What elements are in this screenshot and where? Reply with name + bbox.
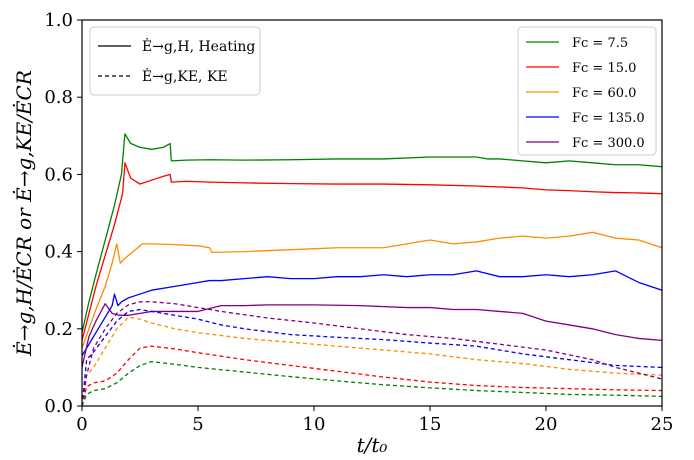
y-tick-label: 0.8 [44, 87, 73, 108]
y-axis-label: Ė→g,H/ĖCR or Ė→g,KE/ĖCR [12, 70, 36, 357]
y-tick-label: 0.0 [44, 396, 73, 417]
ticks-layer: 0 5 10 15 20 25 0.0 0.2 0.4 0.6 0.8 1.0 [44, 10, 673, 435]
style-legend-box [89, 26, 261, 96]
series-line-heating-0 [82, 133, 662, 333]
series-layer [82, 133, 662, 406]
color-legend-label: Fc = 15.0 [572, 61, 636, 76]
color-legend-label: Fc = 60.0 [572, 86, 636, 101]
color-legend-box [517, 26, 657, 156]
x-axis-label: t/t₀ [357, 433, 388, 457]
legend-heating-label: Ė→g,H, Heating [142, 37, 255, 55]
y-tick-label: 1.0 [44, 10, 73, 31]
series-line-heating-4 [82, 303, 662, 368]
x-tick-label: 25 [651, 414, 674, 435]
plot-area-frame [81, 19, 663, 407]
x-tick-label: 15 [419, 414, 442, 435]
x-tick-label: 20 [535, 414, 558, 435]
color-legend: Fc = 7.5 Fc = 15.0 Fc = 60.0 Fc = 135.0 Fc =… [517, 26, 657, 156]
series-line-ke-8 [82, 308, 662, 406]
series-line-heating-2 [82, 231, 662, 349]
series-line-ke-7 [82, 316, 662, 406]
y-tick-label: 0.6 [44, 164, 73, 185]
style-legend: Ė→g,H, Heating Ė→g,KE, KE [89, 26, 261, 96]
series-line-ke-9 [82, 301, 662, 406]
color-legend-label: Fc = 135.0 [572, 111, 645, 126]
series-line-heating-1 [82, 162, 662, 341]
x-tick-label: 10 [303, 414, 326, 435]
x-tick-label: 5 [192, 414, 203, 435]
series-line-heating-3 [82, 270, 662, 357]
color-legend-label: Fc = 300.0 [572, 136, 645, 151]
color-legend-label: Fc = 7.5 [572, 36, 628, 51]
legend-ke-label: Ė→g,KE, KE [142, 67, 228, 85]
y-tick-label: 0.4 [44, 242, 73, 263]
y-tick-label: 0.2 [44, 319, 73, 340]
x-tick-label: 0 [76, 414, 87, 435]
series-line-ke-5 [82, 360, 662, 406]
series-line-ke-6 [82, 345, 662, 406]
